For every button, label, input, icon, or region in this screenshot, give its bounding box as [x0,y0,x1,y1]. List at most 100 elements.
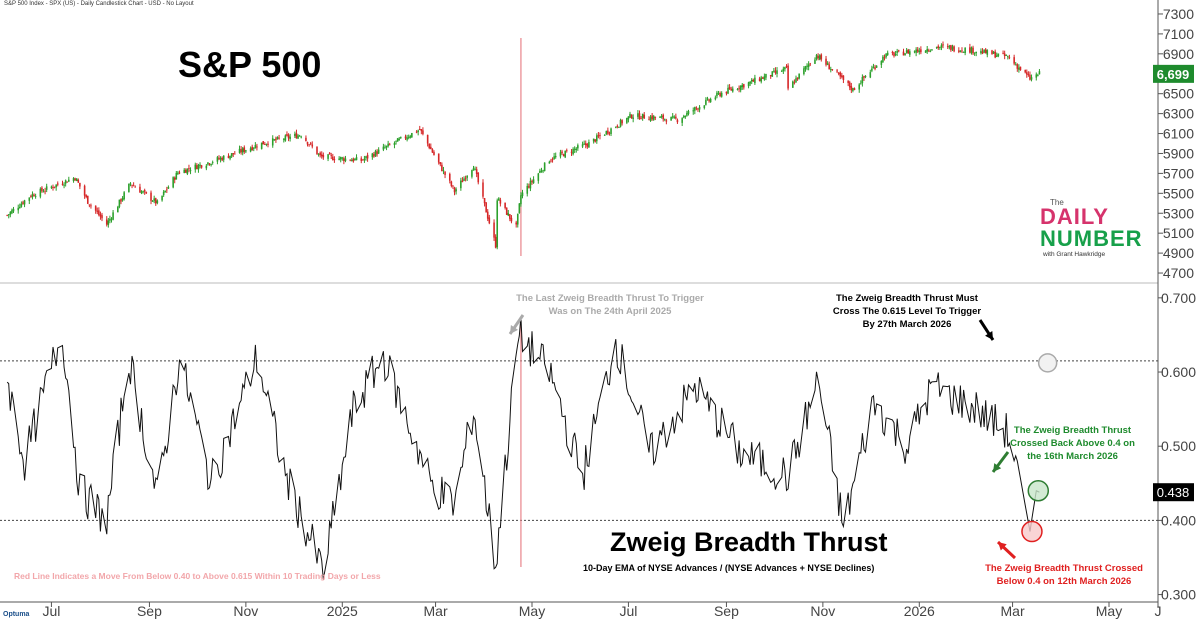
candle-body [886,52,889,55]
candle-body [271,138,274,146]
candle-body [848,82,851,88]
candle-body [376,151,378,155]
candle-body [583,143,585,145]
candle-body [31,194,34,198]
candle-body [388,144,391,146]
candle-body [240,149,242,153]
candle-body [836,70,838,72]
candle-body [918,50,921,53]
candle-body [717,93,720,94]
candle-body [460,180,462,189]
candle-body [245,150,247,152]
candle-body [486,211,489,219]
candle-body [332,156,334,161]
candle-body [350,160,353,162]
candle-body [994,51,996,58]
candle-body [1003,53,1006,57]
candle-body [339,157,342,160]
spx-last-price-label: 6,699 [1157,67,1190,82]
candle-body [572,148,574,155]
candle-body [694,107,696,111]
candle-body [871,68,873,71]
candle-body [728,87,731,89]
candle-body [311,144,314,147]
candle-body [371,153,374,158]
candle-body [874,67,876,69]
candle-body [287,135,290,139]
candle-body [738,87,740,89]
candle-body [619,119,622,127]
candle-body [752,79,755,82]
candle-body [792,81,794,88]
candle-body [64,180,67,184]
candle-body [570,151,573,153]
candle-body [828,64,830,70]
candle-body [262,141,265,145]
candle-body [995,55,998,57]
candle-body [1037,75,1039,76]
candle-body [494,236,497,248]
candle-body [561,151,563,154]
candle-body [153,198,155,201]
candle-body [1019,66,1022,71]
candle-body [540,170,543,172]
candle-body [521,192,524,197]
candle-body [926,48,928,52]
candle-body [596,135,598,142]
candle-body [289,136,291,139]
candle-body [197,164,200,170]
candle-body [706,98,709,100]
candle-body [23,200,26,205]
candle-body [831,69,834,70]
candle-body [450,181,453,186]
spx-last-price-box [1153,64,1194,83]
candle-body [581,144,584,147]
candle-body [1007,56,1009,58]
candle-body [608,132,611,134]
candle-body [616,125,619,127]
candle-body [662,114,665,120]
candle-body [90,205,92,207]
candle-body [1013,57,1015,64]
candle-body [139,186,141,193]
candle-body [809,63,812,65]
candle-body [343,158,345,162]
candle-body [75,178,78,182]
spx-y-tick-label: 5700 [1163,165,1194,181]
candle-body [573,148,576,150]
candle-body [1016,64,1019,69]
candle-body [227,155,230,159]
candle-body [529,180,532,189]
candle-body [841,75,843,77]
candle-body [973,52,976,54]
candle-body [19,206,21,209]
candle-body [474,168,476,170]
candle-body [77,179,80,183]
zweig-line [6,316,1040,580]
candle-body [472,168,475,171]
candle-body [395,140,397,142]
candle-body [858,84,861,90]
candle-body [151,201,154,202]
candle-body [42,191,45,193]
candle-body [196,165,198,170]
candle-body [773,70,775,72]
candle-body [703,105,706,109]
candle-body [194,164,197,170]
candle-body [594,139,597,142]
candle-body [129,183,132,185]
candle-body [404,136,407,139]
candle-body [128,183,130,193]
candle-body [763,76,766,80]
candle-body [659,116,661,118]
candle-body [727,87,729,94]
candle-body [897,50,900,52]
candle-body [52,186,54,189]
x-tick-label: Mar [424,603,448,619]
candle-body [430,146,432,150]
candle-body [891,52,894,53]
candle-body [575,148,578,150]
candle-body [387,143,389,147]
candle-body [55,184,57,188]
